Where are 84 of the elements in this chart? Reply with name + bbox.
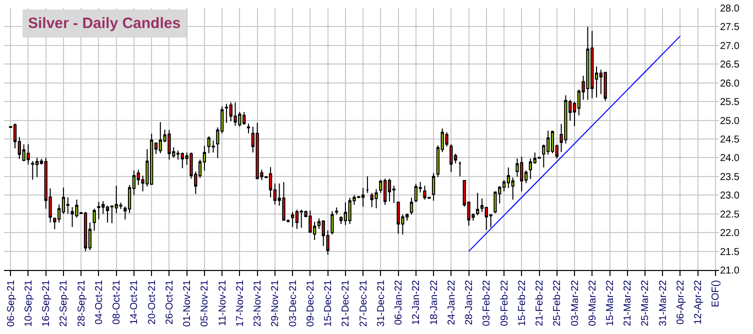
x-tick-label: 08-Oct-21 [112,280,123,324]
x-tick-label: 06-Jan-22 [394,280,405,326]
candlestick [383,178,387,206]
x-tick-label: 24-Jan-22 [446,280,458,326]
y-tick-label: 22.5 [720,209,740,220]
y-tick-label: 23.0 [720,190,740,202]
y-tick-label: 27.5 [720,22,740,34]
x-tick-label: 15-Feb-22 [516,280,528,326]
y-tick-label: 21.0 [720,266,740,276]
x-tick-label: 14-Oct-21 [129,280,140,324]
candlestick [92,208,96,232]
y-tick-label: 25.5 [720,97,740,108]
candlestick [97,201,100,220]
candlestick [31,160,34,180]
x-tick-label: 01-Nov-21 [182,280,194,327]
candlestick [35,157,39,178]
y-tick-label: 21.5 [720,246,740,258]
x-tick-label: 31-Mar-22 [658,280,669,326]
candlestick [366,176,370,194]
y-tick-label: 24.0 [720,153,740,164]
y-tick-label: 27.0 [720,40,740,52]
candlestick [410,197,414,216]
candlestick [476,192,480,216]
candlestick [374,188,378,209]
x-tick-label: 16-Sep-21 [41,280,52,327]
x-tick-label: 03-Feb-22 [482,280,493,326]
candlestick [246,123,250,134]
y-tick-label: 24.5 [720,134,740,146]
candlestick [26,144,30,165]
candlestick [106,205,110,223]
x-tick-label: 12-Apr-22 [693,280,704,324]
candlestick [224,103,228,124]
x-tick-label: 25-Feb-22 [552,280,564,326]
candlestick [450,144,453,172]
x-tick-label: 04-Oct-21 [94,280,105,324]
x-tick-label: 09-Dec-21 [305,280,316,327]
x-tick-label: 26-Oct-21 [164,280,176,324]
x-tick-label: 09-Feb-22 [499,280,510,326]
x-tick-label: 29-Nov-21 [270,280,282,327]
candlestick [361,188,365,208]
x-tick-label: 18-Jan-22 [428,280,440,326]
x-tick-label: 31-Dec-21 [376,280,387,327]
candlestick [212,140,215,153]
x-tick-label: 28-Sep-21 [76,280,88,327]
candlestick [84,211,88,252]
x-tick-label: 06-Apr-22 [675,280,686,324]
y-tick-label: 23.5 [720,172,740,183]
x-tick-label: 23-Nov-21 [252,280,264,327]
y-tick-label: 28.0 [720,4,740,14]
x-tick-label: 15-Mar-22 [605,280,616,326]
candlestick [458,160,462,177]
candlestick [388,178,392,202]
y-tick-label: 26.0 [720,78,740,90]
candlestick [290,211,294,228]
candlestick [330,210,334,235]
x-tick-label: 15-Dec-21 [323,280,334,327]
x-tick-label: 06-Sep-21 [6,280,17,327]
y-tick-label: 22.0 [720,228,740,240]
x-tick-label: 17-Nov-21 [234,280,246,327]
x-tick-label: 20-Oct-21 [146,280,158,324]
x-tick-label: 21-Mar-22 [622,280,634,326]
x-tick-label: 22-Sep-21 [58,280,70,327]
text: Silver - Daily Candles [28,15,181,32]
candlestick [432,172,436,202]
x-tick-label: 11-Nov-21 [217,280,228,326]
candlestick [335,206,338,216]
candlestick [295,209,299,230]
candlestick [423,185,426,200]
x-tick-label: 10-Sep-21 [23,280,34,327]
x-tick-label: 25-Mar-22 [640,280,652,326]
y-tick-label: 25.0 [720,116,740,127]
y-tick-label: 26.5 [720,60,740,71]
x-tick-label: 27-Dec-21 [358,280,370,327]
x-tick-label: EOF() [710,280,722,308]
x-tick-label: 21-Dec-21 [340,280,352,327]
x-tick-label: 28-Jan-22 [464,280,476,326]
x-tick-label: 05-Nov-21 [200,280,211,327]
candlestick [282,182,286,221]
x-tick-label: 09-Mar-22 [587,280,598,326]
x-tick-label: 03-Dec-21 [288,280,299,327]
x-tick-label: 03-Mar-22 [570,280,581,326]
candlestick [604,72,607,102]
x-tick-label: 12-Jan-22 [411,280,422,326]
x-tick-label: 21-Feb-22 [534,280,546,326]
